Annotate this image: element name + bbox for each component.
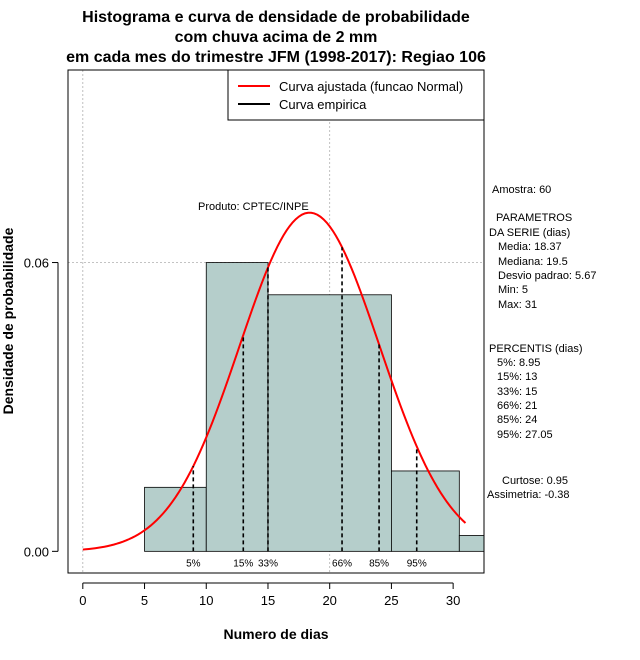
normal-curve-layer (82, 211, 467, 551)
stat-params-title-2: DA SERIE (dias) (489, 227, 570, 239)
x-tick-label: 10 (199, 593, 213, 608)
histogram-bars (144, 262, 485, 552)
x-tick-label: 15 (261, 593, 275, 608)
legend-label-fit: Curva ajustada (funcao Normal) (279, 79, 463, 94)
stat-media: Media: 18.37 (498, 241, 562, 253)
stat-curtose: Curtose: 0.95 (502, 475, 568, 487)
stat-p85: 85%: 24 (497, 414, 537, 426)
legend: Curva ajustada (funcao Normal) Curva emp… (227, 69, 485, 121)
percentile-label: 66% (332, 558, 352, 569)
chart-title-line-3: em cada mes do trimestre JFM (1998-2017)… (66, 49, 486, 66)
chart-title-line-2: com chuva acima de 2 mm (175, 29, 378, 46)
histogram-bar (391, 470, 460, 552)
stat-max: Max: 31 (498, 299, 537, 311)
x-tick-label: 5 (141, 593, 148, 608)
y-axis-title: Densidade de probabilidade (0, 227, 16, 414)
y-tick-label: 0.06 (24, 256, 49, 271)
x-axis: 0 5 10 15 20 25 30 (79, 582, 460, 608)
stat-assimetria: Assimetria: -0.38 (487, 489, 570, 501)
stat-p66: 66%: 21 (497, 400, 537, 412)
stat-min: Min: 5 (498, 284, 528, 296)
x-tick-label: 20 (322, 593, 336, 608)
stat-amostra: Amostra: 60 (492, 184, 551, 196)
x-tick-label: 30 (446, 593, 460, 608)
percentile-markers: 5% 15% 33% 66% 85% 95% (186, 247, 427, 569)
stat-percentis-title: PERCENTIS (dias) (489, 343, 583, 355)
stat-p95: 95%: 27.05 (497, 429, 553, 441)
stat-p15: 15%: 13 (497, 371, 537, 383)
histogram-bar (205, 262, 269, 552)
stat-p33: 33%: 15 (497, 386, 537, 398)
legend-label-empirical: Curva empirica (279, 97, 367, 112)
stat-params-title-1: PARAMETROS (496, 212, 572, 224)
x-axis-title: Numero de dias (223, 626, 328, 642)
normal-curve (82, 211, 467, 551)
x-tick-label: 0 (79, 593, 86, 608)
stats-panel: Amostra: 60 PARAMETROS DA SERIE (dias) M… (487, 184, 596, 501)
y-tick-label: 0.00 (24, 544, 49, 559)
percentile-label: 95% (407, 558, 427, 569)
percentile-label: 85% (369, 558, 389, 569)
percentile-label: 15% (233, 558, 253, 569)
chart-title-line-1: Histograma e curva de densidade de proba… (82, 9, 470, 26)
watermark-text: Produto: CPTEC/INPE (198, 201, 309, 213)
y-axis: 0.00 0.06 (24, 256, 59, 559)
stat-desvio: Desvio padrao: 5.67 (498, 270, 596, 282)
histogram-bar (267, 294, 392, 552)
histogram-bar (458, 535, 485, 552)
percentile-label: 5% (186, 558, 201, 569)
x-tick-label: 25 (384, 593, 398, 608)
percentile-label: 33% (258, 558, 278, 569)
legend-box (227, 69, 485, 121)
stat-p5: 5%: 8.95 (497, 357, 540, 369)
stat-mediana: Mediana: 19.5 (498, 256, 568, 268)
